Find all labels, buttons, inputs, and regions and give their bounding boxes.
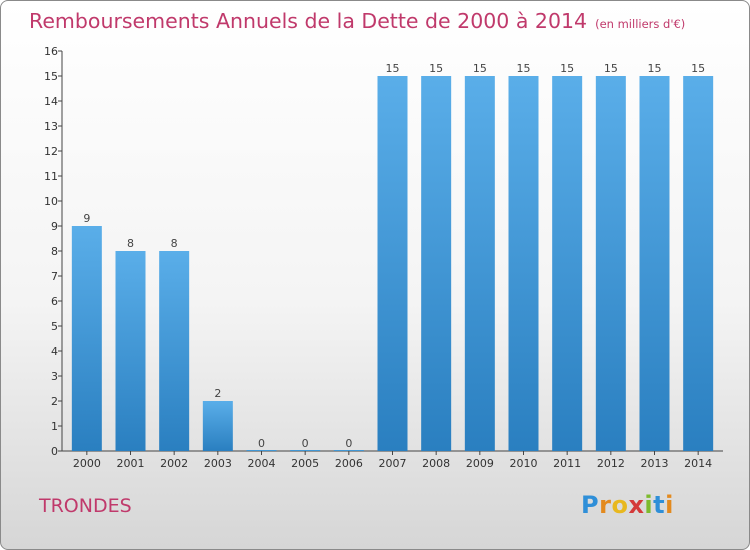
- x-tick-label: 2010: [510, 457, 538, 470]
- bar: [464, 76, 495, 451]
- chart-bars: [71, 76, 714, 451]
- x-tick-label: 2001: [117, 457, 145, 470]
- bar: [683, 76, 714, 451]
- y-tick-label: 7: [51, 270, 58, 283]
- bar: [202, 401, 233, 451]
- data-label: 15: [473, 62, 487, 75]
- bar: [159, 251, 190, 451]
- data-label: 15: [691, 62, 705, 75]
- x-tick-label: 2004: [248, 457, 276, 470]
- y-tick-label: 6: [51, 295, 58, 308]
- x-tick-label: 2008: [422, 457, 450, 470]
- x-tick-label: 2014: [684, 457, 712, 470]
- data-label: 0: [258, 437, 265, 450]
- x-tick-label: 2000: [73, 457, 101, 470]
- data-label: 15: [560, 62, 574, 75]
- data-label: 15: [604, 62, 618, 75]
- y-tick-label: 8: [51, 245, 58, 258]
- y-tick-label: 10: [44, 195, 58, 208]
- chart-subtitle: (en milliers d'€): [595, 17, 686, 31]
- data-label: 0: [345, 437, 352, 450]
- y-tick-label: 15: [44, 70, 58, 83]
- data-label: 15: [386, 62, 400, 75]
- y-tick-label: 4: [51, 345, 58, 358]
- data-label: 15: [429, 62, 443, 75]
- data-label: 9: [83, 212, 90, 225]
- data-label: 0: [302, 437, 309, 450]
- x-tick-label: 2007: [379, 457, 407, 470]
- y-tick-label: 5: [51, 320, 58, 333]
- logo-letter: i: [665, 491, 674, 519]
- data-label: 15: [648, 62, 662, 75]
- city-name: TRONDES: [39, 495, 132, 517]
- y-tick-label: 11: [44, 170, 58, 183]
- bar: [552, 76, 583, 451]
- bar: [333, 450, 364, 451]
- y-tick-label: 16: [44, 45, 58, 58]
- chart-data-labels: 9 8 8 2 0 0 0 15 15 15 15 15 15 15 15: [83, 62, 705, 450]
- bar: [246, 450, 277, 451]
- bar: [377, 76, 408, 451]
- y-tick-label: 14: [44, 95, 58, 108]
- logo-letter: r: [599, 491, 612, 519]
- data-label: 15: [517, 62, 531, 75]
- chart-title: Remboursements Annuels de la Dette de 20…: [29, 9, 685, 33]
- logo-letter: P: [581, 491, 600, 519]
- proxiti-logo[interactable]: Proxiti: [581, 491, 674, 519]
- y-tick-label: 1: [51, 420, 58, 433]
- bar: [421, 76, 452, 451]
- x-tick-label: 2006: [335, 457, 363, 470]
- bar: [290, 450, 321, 451]
- chart-title-text: Remboursements Annuels de la Dette de 20…: [29, 9, 588, 33]
- bar: [115, 251, 146, 451]
- x-tick-label: 2003: [204, 457, 232, 470]
- x-tick-label: 2005: [291, 457, 319, 470]
- logo-letter: i: [644, 491, 654, 519]
- x-tick-label: 2012: [597, 457, 625, 470]
- logo-letter: t: [653, 491, 666, 519]
- x-tick-label: 2009: [466, 457, 494, 470]
- x-tick-label: 2002: [160, 457, 188, 470]
- y-tick-label: 0: [51, 445, 58, 458]
- bar: [508, 76, 539, 451]
- bar: [595, 76, 626, 451]
- y-tick-label: 2: [51, 395, 58, 408]
- bar: [71, 226, 102, 451]
- x-tick-label: 2011: [553, 457, 581, 470]
- data-label: 8: [127, 237, 134, 250]
- logo-letter: o: [611, 491, 629, 519]
- y-tick-label: 12: [44, 145, 58, 158]
- bar: [639, 76, 670, 451]
- x-tick-label: 2013: [641, 457, 669, 470]
- y-tick-label: 13: [44, 120, 58, 133]
- y-tick-label: 9: [51, 220, 58, 233]
- y-tick-label: 3: [51, 370, 58, 383]
- logo-letter: x: [628, 491, 645, 519]
- data-label: 2: [214, 387, 221, 400]
- data-label: 8: [171, 237, 178, 250]
